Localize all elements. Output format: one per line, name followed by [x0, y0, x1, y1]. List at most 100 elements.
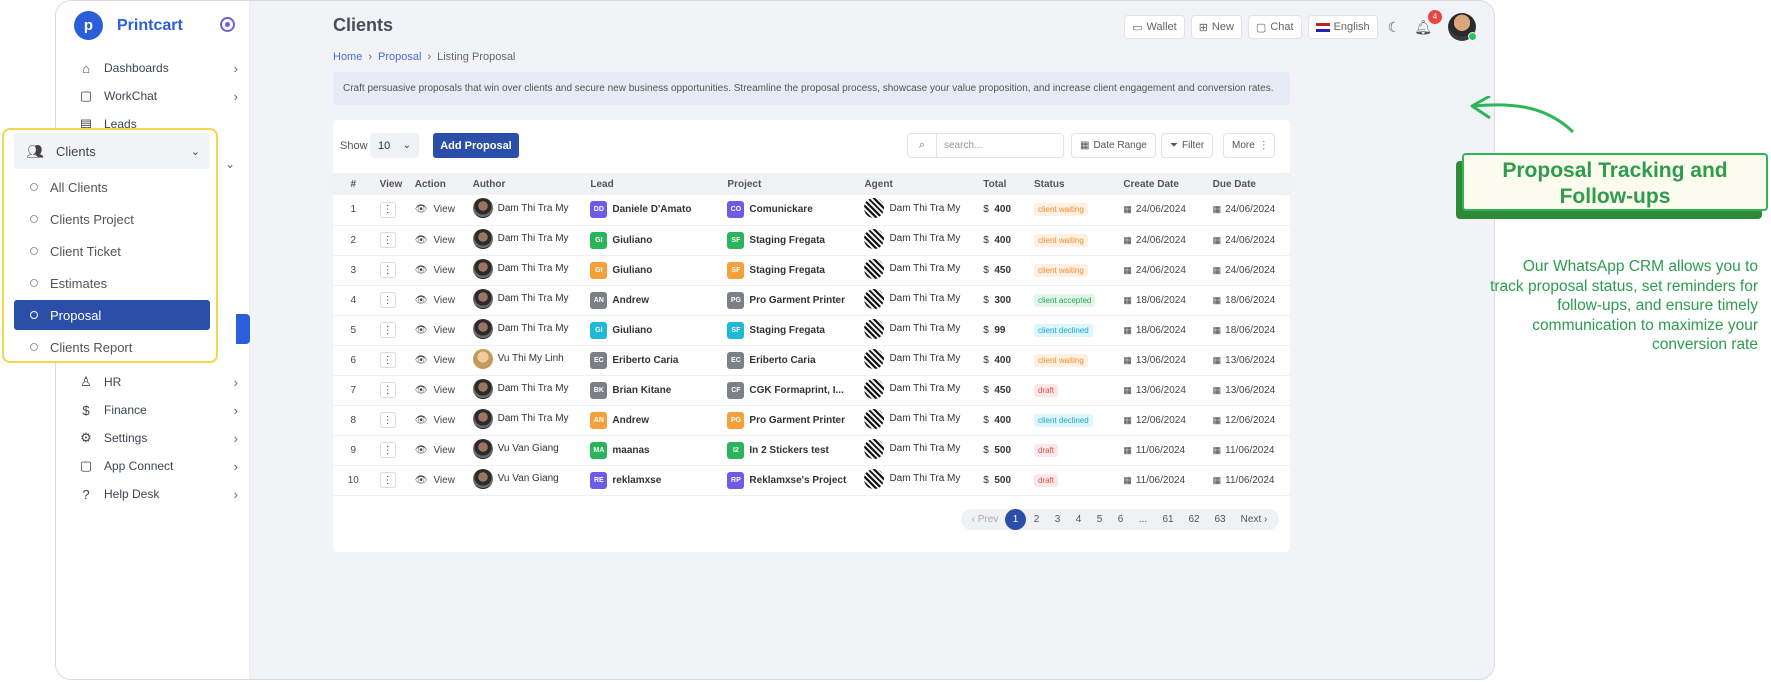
- sidebar-item-finance[interactable]: $ Finance ›: [78, 398, 238, 422]
- project-name[interactable]: Staging Fregata: [749, 264, 825, 276]
- project-name[interactable]: Eriberto Caria: [749, 354, 816, 366]
- project-name[interactable]: Comunickare: [749, 204, 813, 216]
- lead-name[interactable]: Giuliano: [612, 324, 653, 336]
- page-button[interactable]: 3: [1054, 514, 1061, 525]
- user-avatar[interactable]: [1448, 13, 1477, 41]
- page-button[interactable]: 1: [1005, 509, 1026, 530]
- search-icon[interactable]: ⌕: [907, 133, 937, 158]
- project-name[interactable]: Pro Garment Printer: [749, 294, 845, 306]
- column-header[interactable]: Due Date: [1212, 178, 1256, 190]
- column-header[interactable]: View: [379, 178, 403, 190]
- column-header[interactable]: Author: [472, 178, 506, 190]
- view-link[interactable]: 👁︎ View: [415, 325, 455, 336]
- page-button[interactable]: 6: [1117, 514, 1124, 525]
- more-vertical-icon[interactable]: ⋮: [379, 382, 396, 398]
- date-range-button[interactable]: ▦ Date Range: [1071, 133, 1156, 158]
- calendar-icon: ▦: [1123, 474, 1132, 485]
- column-header[interactable]: Agent: [864, 178, 893, 190]
- column-header[interactable]: #: [350, 178, 357, 190]
- view-link[interactable]: 👁︎ View: [415, 355, 455, 366]
- table-header: # View Action Author Lead Project Agent Total St…: [333, 173, 1290, 195]
- language-select[interactable]: English: [1307, 15, 1378, 39]
- more-vertical-icon[interactable]: ⋮: [379, 472, 396, 488]
- more-vertical-icon[interactable]: ⋮: [379, 442, 396, 458]
- project-name[interactable]: Pro Garment Printer: [749, 414, 845, 426]
- brand[interactable]: p Printcart: [74, 11, 183, 40]
- lead-name[interactable]: Eriberto Caria: [612, 354, 679, 366]
- breadcrumb-proposal[interactable]: Proposal: [378, 51, 422, 63]
- view-link[interactable]: 👁︎ View: [415, 265, 455, 276]
- sidebar-item-workchat[interactable]: ▢ WorkChat ›: [78, 84, 238, 108]
- lead-name[interactable]: Giuliano: [612, 264, 653, 276]
- project-name[interactable]: In 2 Stickers test: [749, 444, 829, 456]
- submenu-item-client-ticket[interactable]: Client Ticket: [14, 236, 210, 266]
- lead-name[interactable]: Giuliano: [612, 234, 653, 246]
- page-button[interactable]: 61: [1162, 514, 1174, 525]
- more-button[interactable]: More ⋮: [1223, 133, 1275, 158]
- submenu-item-clients-project[interactable]: Clients Project: [14, 204, 210, 234]
- submenu-item-all-clients[interactable]: All Clients: [14, 172, 210, 202]
- view-link[interactable]: 👁︎ View: [415, 235, 455, 246]
- view-link[interactable]: 👁︎ View: [415, 475, 455, 486]
- sidebar-item-app-connect[interactable]: ▢ App Connect ›: [78, 454, 238, 478]
- add-proposal-button[interactable]: Add Proposal: [433, 133, 519, 158]
- next-page-button[interactable]: Next ›: [1240, 514, 1268, 525]
- submenu-item-proposal[interactable]: Proposal: [14, 300, 210, 330]
- sidebar-toggle-icon[interactable]: [220, 17, 235, 32]
- new-button[interactable]: ⊞ New: [1190, 15, 1242, 39]
- prev-page-button[interactable]: ‹ Prev: [971, 514, 999, 525]
- sidebar-item-help-desk[interactable]: ? Help Desk ›: [78, 482, 238, 506]
- due-date-cell: ▦ 11/06/2024: [1207, 465, 1290, 495]
- view-link[interactable]: 👁︎ View: [415, 295, 455, 306]
- lead-name[interactable]: Andrew: [612, 294, 650, 306]
- submenu-item-clients-report[interactable]: Clients Report: [14, 332, 210, 362]
- search-input[interactable]: search...: [936, 133, 1064, 158]
- page-button[interactable]: 62: [1188, 514, 1200, 525]
- page-button[interactable]: 2: [1033, 514, 1040, 525]
- more-vertical-icon[interactable]: ⋮: [379, 292, 396, 308]
- chat-button[interactable]: ▢ Chat: [1247, 15, 1302, 39]
- page-button[interactable]: 63: [1214, 514, 1226, 525]
- lead-name[interactable]: reklamxse: [612, 474, 662, 486]
- column-header[interactable]: Create Date: [1123, 178, 1179, 190]
- filter-button[interactable]: ⏷ Filter: [1161, 133, 1214, 158]
- lead-name[interactable]: Andrew: [612, 414, 650, 426]
- column-header[interactable]: Lead: [590, 178, 614, 190]
- more-vertical-icon[interactable]: ⋮: [379, 232, 396, 248]
- project-name[interactable]: Staging Fregata: [749, 324, 825, 336]
- lead-name[interactable]: Daniele D'Amato: [612, 204, 692, 216]
- view-cell: ⋮: [374, 315, 409, 345]
- more-vertical-icon[interactable]: ⋮: [379, 352, 396, 368]
- more-vertical-icon[interactable]: ⋮: [379, 322, 396, 338]
- column-header[interactable]: Status: [1033, 178, 1065, 190]
- calendar-icon: ▦: [1212, 354, 1222, 365]
- view-link[interactable]: 👁︎ View: [415, 204, 455, 215]
- column-header[interactable]: Action: [414, 178, 446, 190]
- project-name[interactable]: Staging Fregata: [749, 234, 825, 246]
- page-button[interactable]: 4: [1075, 514, 1082, 525]
- sidebar-item-leads[interactable]: ▤ Leads: [78, 112, 238, 136]
- view-link[interactable]: 👁︎ View: [415, 445, 455, 456]
- sidebar-item-dashboards[interactable]: ⌂ Dashboards ›: [78, 56, 238, 80]
- lead-name[interactable]: Brian Kitane: [612, 384, 672, 396]
- clients-menu-header[interactable]: 👥︎ Clients ⌄: [14, 133, 210, 169]
- notification-bell-icon[interactable]: 🔔︎ 4: [1410, 9, 1442, 36]
- breadcrumb-home[interactable]: Home: [333, 51, 363, 63]
- project-name[interactable]: Reklamxse's Project: [749, 474, 847, 486]
- view-link[interactable]: 👁︎ View: [415, 415, 455, 426]
- more-vertical-icon[interactable]: ⋮: [379, 412, 396, 428]
- view-link[interactable]: 👁︎ View: [415, 385, 455, 396]
- sidebar-item-hr[interactable]: ♙ HR ›: [78, 370, 238, 394]
- column-header[interactable]: Project: [727, 178, 762, 190]
- submenu-item-estimates[interactable]: Estimates: [14, 268, 210, 298]
- dark-mode-icon[interactable]: ☾: [1387, 18, 1401, 35]
- lead-name[interactable]: maanas: [612, 444, 650, 456]
- more-vertical-icon[interactable]: ⋮: [379, 201, 396, 218]
- page-size-select[interactable]: 10 ⌄: [370, 133, 419, 158]
- project-name[interactable]: CGK Formaprint, I...: [749, 384, 844, 396]
- page-button[interactable]: 5: [1096, 514, 1103, 525]
- more-vertical-icon[interactable]: ⋮: [379, 262, 396, 278]
- wallet-button[interactable]: ▭ Wallet: [1124, 15, 1185, 39]
- sidebar-item-settings[interactable]: ⚙ Settings ›: [78, 426, 238, 450]
- column-header[interactable]: Total: [983, 178, 1007, 190]
